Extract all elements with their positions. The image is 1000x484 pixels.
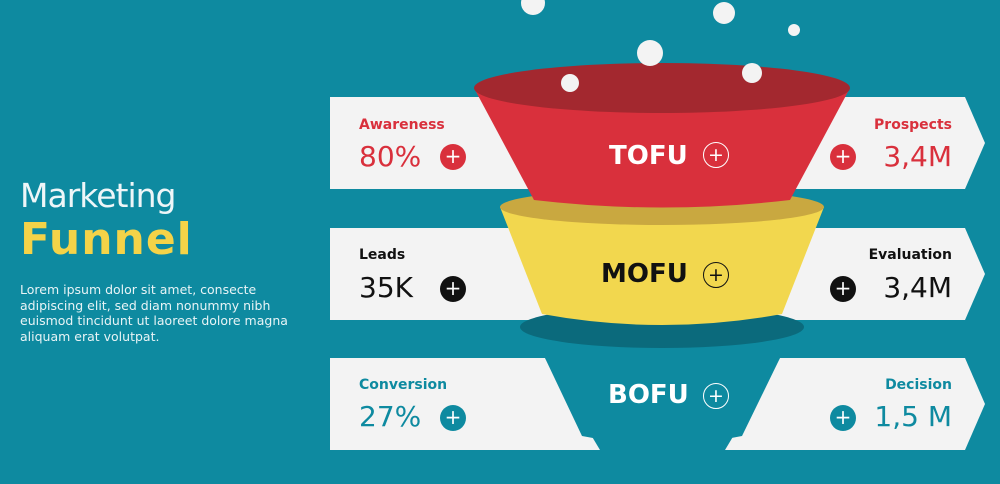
funnel-mofu [500, 189, 824, 325]
title-line2: Funnel [20, 214, 193, 265]
decision-label: Decision [885, 377, 952, 393]
evaluation-value: 3,4M [883, 271, 952, 304]
plus-circle-icon[interactable]: + [440, 144, 466, 170]
bubble [742, 63, 762, 83]
plus-circle-icon[interactable]: + [703, 142, 729, 168]
prospects-value: 3,4M [883, 140, 952, 173]
stage-bofu: BOFU [608, 380, 689, 410]
leads-value: 35K [359, 271, 413, 304]
plus-circle-icon[interactable]: + [830, 405, 856, 431]
awareness-value: 80% [359, 140, 422, 173]
funnel-bofu [545, 358, 780, 444]
bubble [713, 2, 735, 24]
plus-circle-icon[interactable]: + [830, 276, 856, 302]
funnel-tofu [474, 63, 850, 208]
bubble [561, 74, 579, 92]
plus-circle-icon[interactable]: + [440, 276, 466, 302]
stage-tofu: TOFU [609, 141, 688, 171]
conversion-value: 27% [359, 400, 422, 433]
plus-circle-icon[interactable]: + [440, 405, 466, 431]
bubble [788, 24, 800, 36]
bubble [521, 0, 545, 15]
prospects-label: Prospects [874, 117, 952, 133]
band-bofu [330, 358, 985, 450]
decision-value: 1,5 M [874, 400, 952, 433]
bubbles [521, 0, 800, 92]
plus-circle-icon[interactable]: + [830, 144, 856, 170]
stage-mofu: MOFU [601, 259, 688, 289]
title-line1: Marketing [20, 176, 176, 215]
bubble [637, 40, 663, 66]
plus-circle-icon[interactable]: + [703, 262, 729, 288]
leads-label: Leads [359, 247, 406, 263]
awareness-label: Awareness [359, 117, 445, 133]
evaluation-label: Evaluation [868, 247, 952, 263]
conversion-label: Conversion [359, 377, 448, 393]
plus-circle-icon[interactable]: + [703, 383, 729, 409]
description: Lorem ipsum dolor sit amet, consecte adi… [20, 282, 288, 344]
